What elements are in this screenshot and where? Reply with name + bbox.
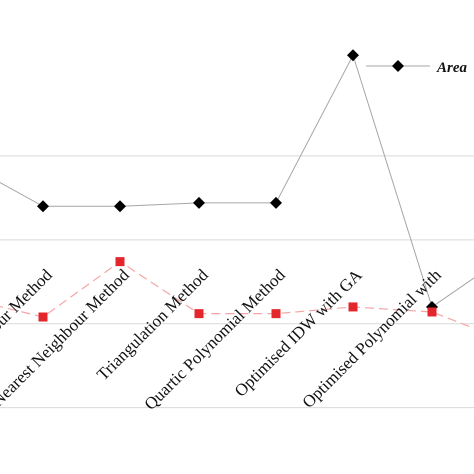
series-line-0 [0, 53, 474, 308]
x-tick-label-4: Quartic Polynomial Method [141, 265, 290, 414]
data-point-square-1 [38, 312, 48, 322]
data-point-diamond-5 [347, 49, 359, 62]
data-point-square-3 [194, 309, 204, 319]
data-point-diamond-1 [37, 200, 49, 213]
data-point-square-6 [427, 307, 437, 317]
data-point-diamond-2 [114, 200, 126, 213]
legend-label-area: Area [436, 60, 468, 76]
gridlines [0, 155, 474, 409]
series-group [0, 49, 474, 329]
legend-marker-diamond [392, 60, 404, 72]
data-point-square-4 [271, 309, 281, 319]
data-point-square-2 [115, 257, 125, 267]
data-point-square-5 [348, 302, 358, 312]
data-point-diamond-4 [270, 196, 282, 209]
x-tick-label-5: Optimised IDW with GA [231, 265, 367, 401]
legend: Area [366, 60, 468, 76]
data-point-diamond-3 [193, 196, 205, 209]
x-tick-label-6: Optimised Polynomial with [298, 265, 445, 412]
